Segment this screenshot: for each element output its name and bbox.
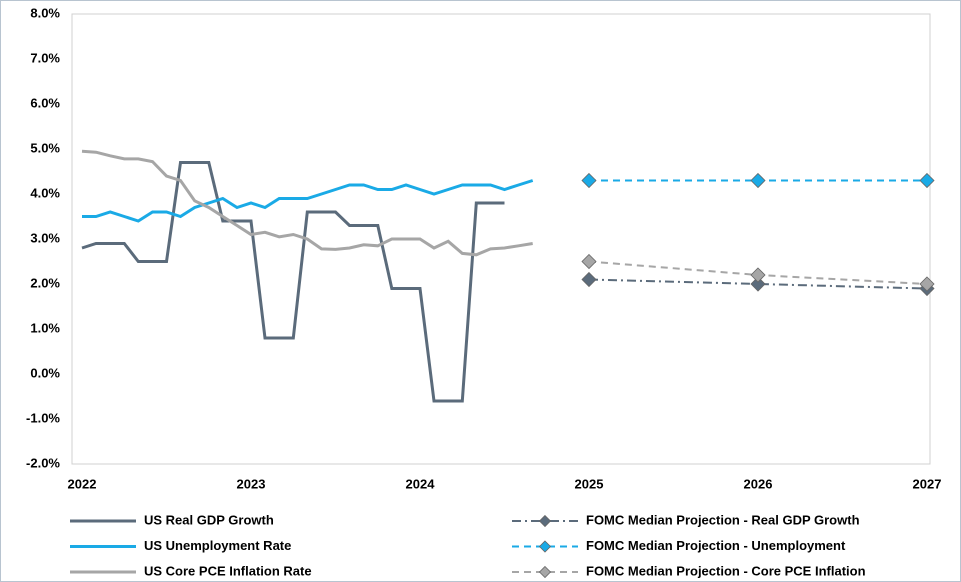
legend-marker — [538, 565, 552, 579]
data-point — [750, 172, 766, 189]
data-point — [581, 172, 597, 189]
y-tick-label: -1.0% — [26, 410, 60, 425]
legend-label: US Unemployment Rate — [144, 538, 291, 553]
data-point — [581, 253, 597, 270]
data-point — [750, 267, 766, 283]
y-tick-label: 1.0% — [30, 320, 60, 335]
x-tick-label: 2022 — [68, 476, 97, 491]
legend-marker — [538, 540, 552, 553]
data-point — [919, 172, 935, 189]
plot-area — [71, 13, 931, 465]
data-point — [750, 276, 766, 292]
legend-label: FOMC Median Projection - Unemployment — [586, 538, 846, 553]
y-tick-label: 4.0% — [30, 185, 60, 200]
x-tick-label: 2027 — [913, 476, 942, 491]
y-tick-label: 6.0% — [30, 95, 60, 110]
x-tick-label: 2023 — [237, 476, 266, 491]
series-line — [81, 149, 533, 257]
legend-label: FOMC Median Projection - Real GDP Growth — [586, 512, 860, 527]
legend-marker — [538, 514, 552, 528]
x-tick-label: 2025 — [575, 476, 604, 491]
x-tick-label: 2026 — [744, 476, 773, 491]
y-tick-label: 3.0% — [30, 230, 60, 245]
y-tick-label: 8.0% — [30, 5, 60, 20]
series-line — [81, 161, 505, 403]
legend-label: FOMC Median Projection - Core PCE Inflat… — [586, 563, 866, 578]
y-tick-label: 5.0% — [30, 140, 60, 155]
data-point — [581, 271, 597, 288]
legend-label: US Real GDP Growth — [144, 512, 274, 527]
x-tick-label: 2024 — [406, 476, 436, 491]
y-tick-label: -2.0% — [26, 455, 60, 470]
data-point — [919, 276, 935, 292]
legend-label: US Core PCE Inflation Rate — [144, 563, 312, 578]
series-line — [82, 179, 534, 223]
y-tick-label: 0.0% — [30, 365, 60, 380]
y-tick-label: 7.0% — [30, 50, 60, 65]
y-tick-label: 2.0% — [30, 275, 60, 290]
